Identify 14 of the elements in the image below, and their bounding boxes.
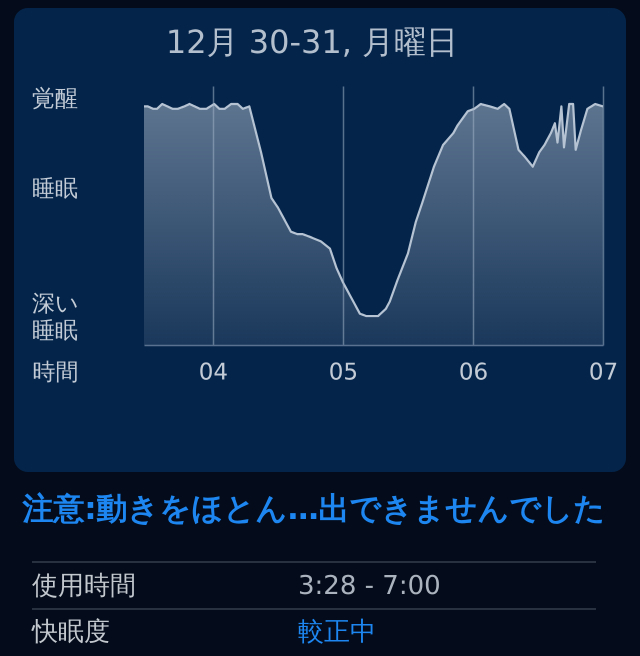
text: 深い睡眠 bbox=[32, 291, 79, 344]
text: 覚醒 bbox=[32, 86, 78, 112]
text: 快眠度 bbox=[31, 617, 110, 647]
x-axis-title: 時間 bbox=[32, 360, 78, 386]
x-tick-label: 04 bbox=[198, 360, 228, 386]
text: 較正中 bbox=[298, 617, 376, 647]
chart-title: 12月 30-31, 月曜日 bbox=[166, 23, 458, 61]
text: 使用時間 bbox=[32, 571, 136, 601]
x-tick-label: 07 bbox=[588, 360, 618, 386]
text: 注意:動きをほとん…出できませんでした bbox=[21, 491, 606, 527]
text: 睡眠 bbox=[32, 176, 78, 202]
x-tick-label: 06 bbox=[458, 360, 488, 386]
x-tick-label: 05 bbox=[328, 360, 358, 386]
text: 3:28 - 7:00 bbox=[298, 571, 441, 601]
